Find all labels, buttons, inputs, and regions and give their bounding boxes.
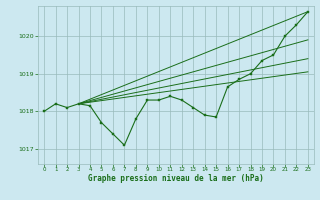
X-axis label: Graphe pression niveau de la mer (hPa): Graphe pression niveau de la mer (hPa) [88,174,264,183]
